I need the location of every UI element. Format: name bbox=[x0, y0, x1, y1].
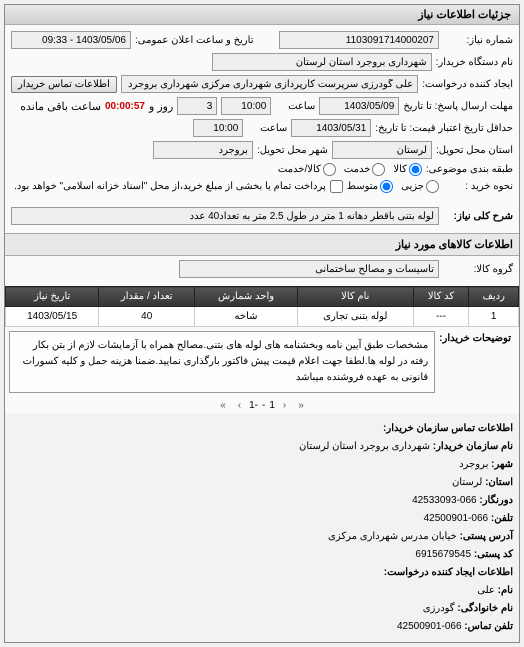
pager-current: 1 bbox=[269, 400, 275, 411]
valid-time-input bbox=[193, 119, 243, 137]
addr-value: خیابان مدرس شهرداری مرکزی bbox=[328, 531, 457, 542]
goods-section-title: اطلاعات کالاهای مورد نیاز bbox=[5, 233, 519, 256]
cell-date: 1403/05/15 bbox=[6, 307, 99, 327]
class-label: طبقه بندی موضوعی: bbox=[426, 164, 513, 175]
org-label: نام سازمان خریدار: bbox=[433, 441, 513, 452]
buy-opt1: جزیی bbox=[401, 181, 424, 192]
pager-last-icon[interactable]: » bbox=[216, 400, 230, 411]
number-label: شماره نیاز: bbox=[443, 35, 513, 46]
ccity-value: بروجرد bbox=[459, 459, 488, 470]
col-code: کد کالا bbox=[413, 287, 469, 307]
pager-next-icon[interactable]: › bbox=[234, 400, 245, 411]
class-opt3: کالا/خدمت bbox=[278, 164, 321, 175]
pager-sep: - bbox=[262, 400, 265, 411]
fax-label: دورنگار: bbox=[479, 495, 513, 506]
class-radio-service[interactable] bbox=[372, 163, 385, 176]
name-value: علی bbox=[477, 585, 495, 596]
city-input bbox=[153, 141, 253, 159]
class-opt2: خدمت bbox=[344, 164, 371, 175]
contact-button[interactable]: اطلاعات تماس خریدار bbox=[11, 76, 117, 93]
buy-radio-group: جزیی متوسط bbox=[347, 180, 439, 193]
payment-checkbox[interactable] bbox=[330, 180, 343, 193]
cphone-label: تلفن تماس: bbox=[464, 621, 513, 632]
col-unit: واحد شمارش bbox=[195, 287, 298, 307]
notes-label: توضیحات خریدار: bbox=[435, 331, 515, 346]
col-name: نام کالا bbox=[297, 287, 413, 307]
buy-radio-medium[interactable] bbox=[380, 180, 393, 193]
valid-date-input bbox=[291, 119, 371, 137]
province-input bbox=[332, 141, 432, 159]
desc-input bbox=[11, 207, 439, 225]
class-radio-both[interactable] bbox=[323, 163, 336, 176]
pager-prev-icon[interactable]: ‹ bbox=[279, 400, 290, 411]
fax-value: 066-42533093 bbox=[412, 495, 477, 506]
phone-label: تلفن: bbox=[491, 513, 513, 524]
announce-input bbox=[11, 31, 131, 49]
post-value: 6915679545 bbox=[415, 549, 471, 560]
payment-note: پرداخت تمام یا بخشی از مبلغ خرید،از محل … bbox=[14, 181, 326, 192]
cell-unit: شاخه bbox=[195, 307, 298, 327]
remain-days-input bbox=[177, 97, 217, 115]
goods-table: ردیف کد کالا نام کالا واحد شمارش تعداد /… bbox=[5, 286, 519, 327]
col-qty: تعداد / مقدار bbox=[99, 287, 195, 307]
post-label: کد پستی: bbox=[474, 549, 513, 560]
cphone-value: 066-42500901 bbox=[397, 621, 462, 632]
contact-block: اطلاعات تماس سازمان خریدار: نام سازمان خ… bbox=[5, 414, 519, 642]
creator-input bbox=[121, 75, 418, 93]
buy-opt2: متوسط bbox=[347, 181, 378, 192]
cell-row: 1 bbox=[469, 307, 519, 327]
pager-total: -1 bbox=[249, 400, 258, 411]
col-row: ردیف bbox=[469, 287, 519, 307]
class-opt1: کالا bbox=[393, 164, 407, 175]
form-area: شماره نیاز: تاریخ و ساعت اعلان عمومی: نا… bbox=[5, 25, 519, 203]
deadline-time-input bbox=[221, 97, 271, 115]
buyer-input bbox=[212, 53, 432, 71]
time-label-1: ساعت bbox=[275, 101, 315, 112]
buy-type-label: نحوه خرید : bbox=[443, 181, 513, 192]
creator-label: ایجاد کننده درخواست: bbox=[422, 79, 513, 90]
ccity-label: شهر: bbox=[491, 459, 513, 470]
addr-label: آدرس پستی: bbox=[460, 531, 513, 542]
number-input bbox=[279, 31, 439, 49]
table-header-row: ردیف کد کالا نام کالا واحد شمارش تعداد /… bbox=[6, 287, 519, 307]
announce-label: تاریخ و ساعت اعلان عمومی: bbox=[135, 35, 254, 46]
deadline-label: مهلت ارسال پاسخ: تا تاریخ bbox=[403, 101, 513, 112]
creator-header: اطلاعات ایجاد کننده درخواست: bbox=[384, 567, 513, 578]
family-label: نام خانوادگی: bbox=[457, 603, 513, 614]
valid-label: حداقل تاریخ اعتبار قیمت: تا تاریخ: bbox=[375, 123, 513, 134]
pager: « ‹ 1 - -1 › » bbox=[5, 397, 519, 414]
cprov-value: لرستان bbox=[452, 477, 482, 488]
desc-label: شرح کلی نیاز: bbox=[443, 211, 513, 222]
phone-value: 066-42500901 bbox=[424, 513, 489, 524]
panel-title: جزئیات اطلاعات نیاز bbox=[5, 5, 519, 25]
details-panel: جزئیات اطلاعات نیاز شماره نیاز: تاریخ و … bbox=[4, 4, 520, 643]
city-label: شهر محل تحویل: bbox=[257, 145, 328, 156]
group-label: گروه کالا: bbox=[443, 264, 513, 275]
class-radio-group: کالا خدمت کالا/خدمت bbox=[278, 163, 422, 176]
buyer-label: نام دستگاه خریدار: bbox=[436, 57, 513, 68]
contact-header: اطلاعات تماس سازمان خریدار: bbox=[383, 423, 513, 434]
table-row[interactable]: 1 --- لوله بتنی تجاری شاخه 40 1403/05/15 bbox=[6, 307, 519, 327]
family-value: گودرزی bbox=[423, 603, 455, 614]
countdown-value: 00:00:57 bbox=[105, 101, 145, 112]
group-input bbox=[179, 260, 439, 278]
name-label: نام: bbox=[498, 585, 513, 596]
cell-qty: 40 bbox=[99, 307, 195, 327]
cprov-label: استان: bbox=[485, 477, 513, 488]
org-value: شهرداری بروجرد استان لرستان bbox=[299, 441, 430, 452]
time-label-2: ساعت bbox=[247, 123, 287, 134]
remain-label: ساعت باقی مانده bbox=[20, 100, 101, 113]
cell-code: --- bbox=[413, 307, 469, 327]
province-label: استان محل تحویل: bbox=[436, 145, 513, 156]
col-date: تاریخ نیاز bbox=[6, 287, 99, 307]
notes-text: مشخصات طبق آیین نامه وبخشنامه های لوله ه… bbox=[9, 331, 435, 393]
cell-name: لوله بتنی تجاری bbox=[297, 307, 413, 327]
deadline-date-input bbox=[319, 97, 399, 115]
remain-day-label: روز و bbox=[149, 100, 173, 113]
pager-first-icon[interactable]: « bbox=[294, 400, 308, 411]
buy-radio-partial[interactable] bbox=[426, 180, 439, 193]
class-radio-goods[interactable] bbox=[409, 163, 422, 176]
